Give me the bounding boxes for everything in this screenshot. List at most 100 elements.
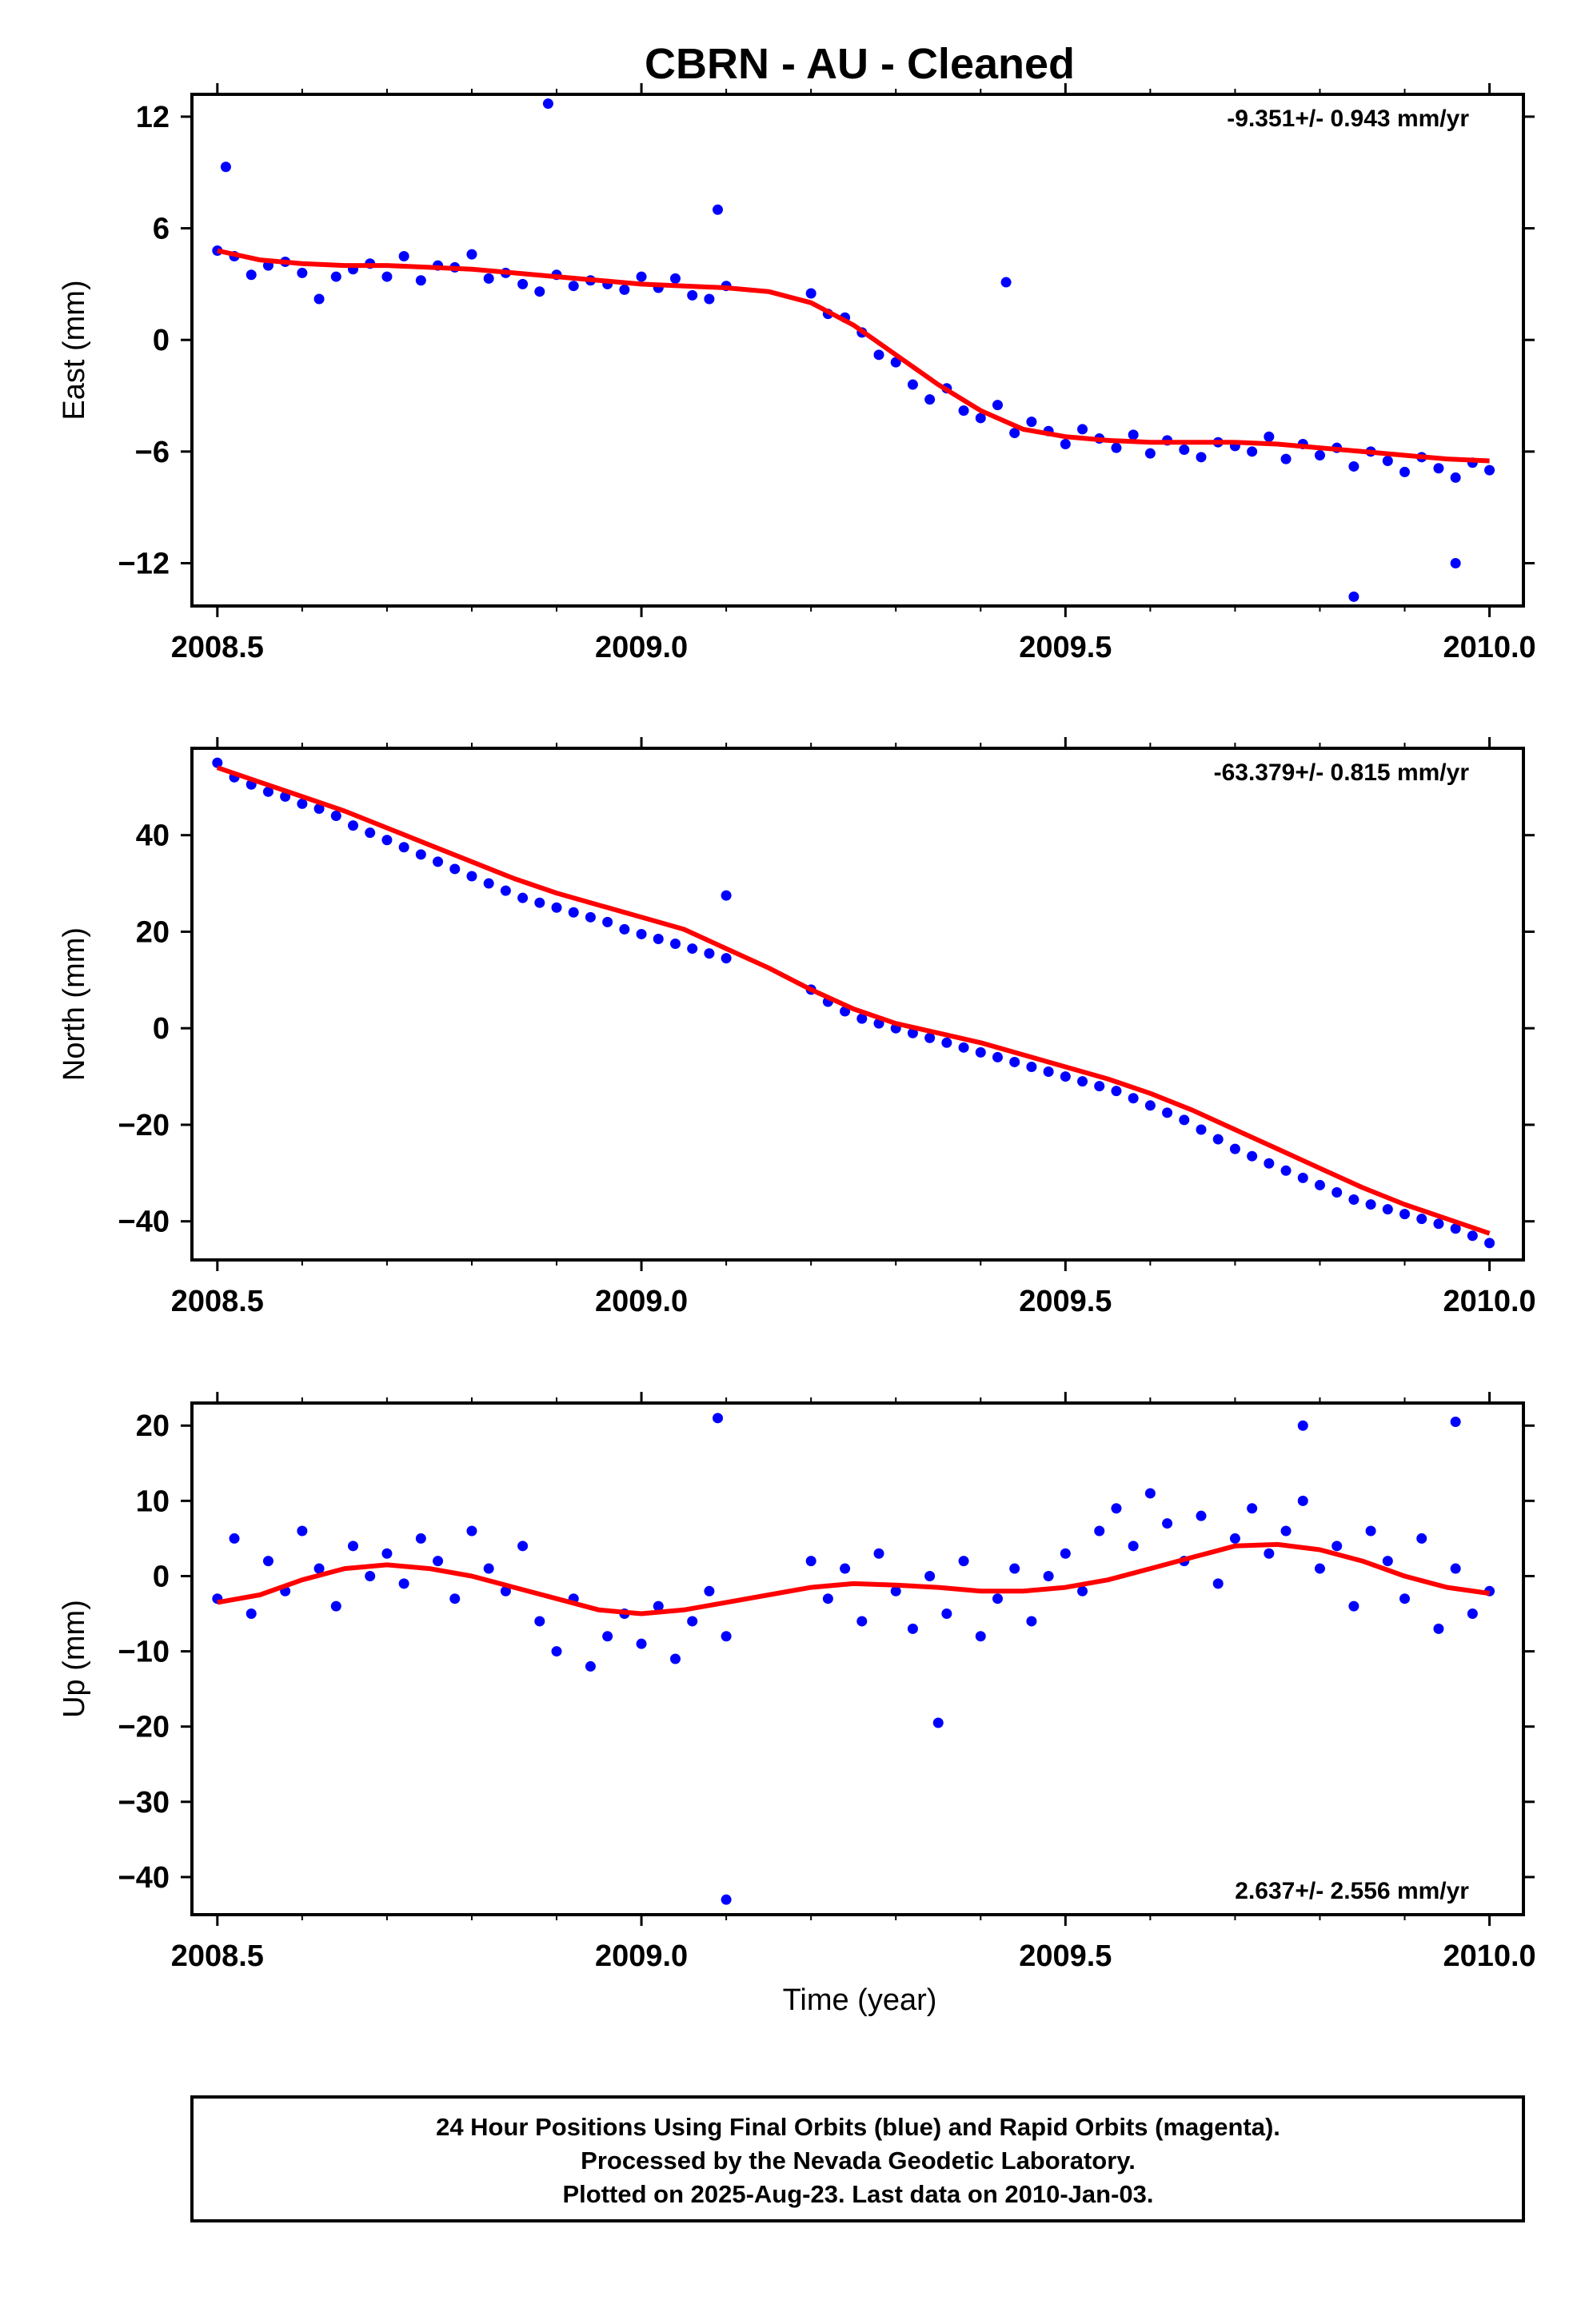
rate-label: -9.351+/- 0.943 mm/yr [1227, 106, 1469, 132]
x-tick-label: 2010.0 [1443, 631, 1535, 664]
data-point [1229, 1533, 1240, 1544]
data-point [1314, 1563, 1325, 1574]
data-point [1484, 1238, 1495, 1249]
data-point [713, 1413, 724, 1424]
data-point [1212, 1578, 1224, 1589]
data-point [262, 1556, 273, 1567]
data-point [212, 757, 223, 768]
data-point [890, 357, 901, 368]
data-point [1382, 1204, 1393, 1215]
data-point [1009, 1056, 1020, 1067]
data-point [669, 1653, 681, 1664]
y-tick-label: 20 [136, 915, 170, 949]
data-point [1433, 463, 1444, 474]
data-point [1229, 1143, 1240, 1154]
footer-line-2: Processed by the Nevada Geodetic Laborat… [581, 2147, 1136, 2175]
data-point [220, 161, 231, 173]
data-point [721, 890, 732, 901]
data-point [1060, 1548, 1071, 1559]
data-point [313, 1563, 325, 1574]
data-point [1450, 1223, 1461, 1234]
y-tick-label: 0 [153, 324, 170, 357]
data-point [924, 394, 936, 405]
data-point [229, 1533, 240, 1544]
data-point [500, 885, 511, 896]
data-point [907, 379, 918, 390]
data-point [246, 1608, 257, 1620]
rate-label: -63.379+/- 0.815 mm/yr [1214, 759, 1470, 786]
data-point [466, 1525, 477, 1537]
data-point [992, 1051, 1003, 1062]
data-point [1450, 472, 1461, 483]
data-point [1026, 417, 1037, 428]
data-point [398, 250, 409, 261]
data-point [297, 267, 308, 278]
data-point [704, 1585, 715, 1597]
data-point [941, 1608, 952, 1620]
data-point [297, 1525, 308, 1537]
data-point [1433, 1218, 1444, 1230]
data-point [551, 902, 562, 913]
panel-2: 2008.5 2009.0 2009.5 2010.0 40 20 0 −20 −40 North… [58, 737, 1536, 1318]
data-point [330, 811, 341, 822]
data-point [1416, 1533, 1427, 1544]
data-point [822, 1593, 833, 1604]
data-point [1280, 453, 1292, 464]
data-point [517, 278, 529, 289]
data-point [449, 1593, 461, 1604]
data-point [873, 349, 884, 361]
fit-line [216, 765, 1491, 1236]
y-tick-label: 20 [136, 1409, 170, 1443]
data-point [924, 1570, 936, 1581]
data-point [1196, 452, 1207, 463]
x-axis-label: Time (year) [783, 1983, 937, 2017]
data-point [330, 1600, 341, 1612]
data-point [262, 786, 273, 797]
data-point [398, 842, 409, 853]
data-point [856, 1013, 868, 1024]
data-point [1450, 1563, 1461, 1574]
data-point [1094, 1081, 1105, 1092]
data-point [1043, 1570, 1054, 1581]
x-tick-label: 2010.0 [1443, 1285, 1535, 1318]
data-point [619, 923, 630, 935]
data-point [721, 1631, 732, 1642]
data-point [1365, 1199, 1376, 1210]
data-point [1094, 1525, 1105, 1537]
data-point [415, 1533, 426, 1544]
data-point [856, 1616, 868, 1627]
data-point [636, 1638, 647, 1649]
data-point [1009, 1563, 1020, 1574]
data-point [1026, 1616, 1037, 1627]
chart-title: CBRN - AU - Cleaned [645, 40, 1075, 88]
data-point [1179, 1114, 1190, 1126]
data-point [890, 1585, 901, 1597]
data-point [500, 1585, 511, 1597]
data-point [1077, 1585, 1088, 1597]
data-point [669, 939, 681, 950]
data-point [1382, 1556, 1393, 1567]
data-point [1264, 1548, 1275, 1559]
data-point [1009, 428, 1020, 439]
y-tick-label: −10 [118, 1636, 170, 1669]
data-point [1077, 1076, 1088, 1087]
y-tick-label: 12 [136, 101, 170, 134]
data-point [958, 1556, 969, 1567]
data-point [932, 1717, 944, 1728]
x-tick-label: 2009.0 [595, 1285, 688, 1318]
data-point [542, 98, 553, 110]
data-point [1399, 1593, 1411, 1604]
data-point [1212, 1134, 1224, 1145]
data-point [246, 269, 257, 281]
data-point [602, 916, 613, 927]
data-point [1280, 1165, 1292, 1176]
plot-frame [190, 1401, 1525, 1916]
y-tick-label: 10 [136, 1485, 170, 1518]
x-tick-label: 2008.5 [171, 1285, 264, 1318]
data-point [805, 1556, 816, 1567]
data-point [433, 1556, 444, 1567]
y-axis-label: Up (mm) [58, 1600, 91, 1718]
data-point [1060, 439, 1071, 450]
data-point [1000, 277, 1012, 288]
